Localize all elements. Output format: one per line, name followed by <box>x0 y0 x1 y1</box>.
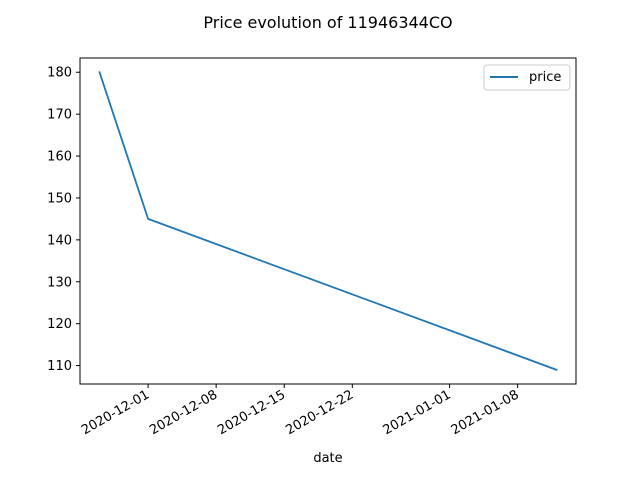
y-tick-label: 130 <box>47 275 72 290</box>
y-tick-label: 110 <box>47 359 72 374</box>
x-tick-label: 2020-12-22 <box>283 387 356 438</box>
chart-title: Price evolution of 11946344CO <box>203 13 452 32</box>
series-line-price <box>98 71 558 371</box>
plot-area <box>80 58 576 384</box>
legend-box <box>483 64 571 91</box>
y-tick-label: 120 <box>47 317 72 332</box>
series-layer <box>98 71 558 371</box>
x-tick-label: 2021-01-08 <box>449 387 522 438</box>
x-axis-ticks: 2020-12-012020-12-082020-12-152020-12-22… <box>79 384 522 438</box>
y-tick-label: 170 <box>47 108 72 123</box>
legend-label-price: price <box>529 70 561 85</box>
x-tick-label: 2020-12-08 <box>147 387 220 438</box>
y-tick-label: 160 <box>47 150 72 165</box>
y-axis-ticks: 110 120 130 140 150 160 170 180 <box>47 66 80 374</box>
x-tick-label: 2020-12-01 <box>79 387 152 438</box>
y-tick-label: 140 <box>47 233 72 248</box>
plot-frame <box>79 57 577 385</box>
y-tick-label: 180 <box>47 66 72 81</box>
y-tick-label: 150 <box>47 191 72 206</box>
x-tick-label: 2020-12-15 <box>215 387 288 438</box>
x-axis-label: date <box>313 451 342 466</box>
x-tick-label: 2021-01-01 <box>381 387 454 438</box>
chart-legend: price <box>483 64 571 91</box>
